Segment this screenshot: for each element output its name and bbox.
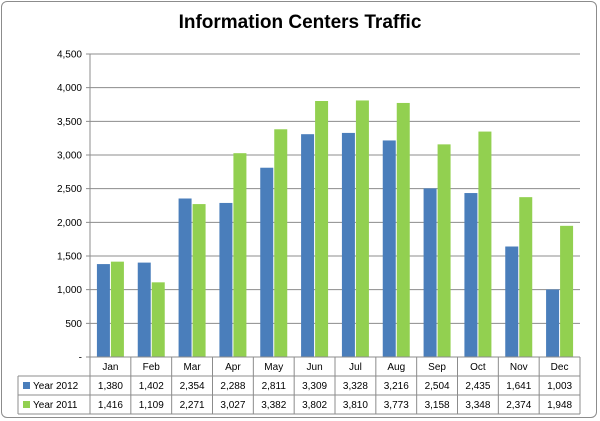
x-tick-label: May xyxy=(264,362,283,373)
y-tick-label: 3,000 xyxy=(57,151,82,162)
legend-label: Year 2012 xyxy=(33,381,79,392)
bar-series-1 xyxy=(96,264,110,357)
x-tick-label: Nov xyxy=(510,362,528,373)
bar-series-2 xyxy=(437,144,451,357)
data-label: 1,380 xyxy=(98,381,123,392)
bar-series-2 xyxy=(274,129,288,357)
x-tick-label: Feb xyxy=(143,362,161,373)
data-label: 3,810 xyxy=(343,400,368,411)
data-label: 2,435 xyxy=(465,381,490,392)
y-tick-label: 4,000 xyxy=(57,83,82,94)
data-label: 2,271 xyxy=(180,400,205,411)
bar-series-1 xyxy=(341,132,355,357)
bar-series-2 xyxy=(560,225,574,357)
data-label: 1,402 xyxy=(139,381,164,392)
chart-title: Information Centers Traffic xyxy=(178,12,422,33)
bar-series-1 xyxy=(423,188,437,357)
x-tick-label: Aug xyxy=(387,362,405,373)
data-label: 2,354 xyxy=(180,381,205,392)
data-label: 1,003 xyxy=(547,381,572,392)
bar-series-2 xyxy=(396,102,410,358)
bar-series-1 xyxy=(260,167,274,357)
y-tick-label: 2,500 xyxy=(57,184,82,195)
x-tick-label: Jul xyxy=(349,362,362,373)
bar-series-2 xyxy=(519,197,533,357)
bar-series-2 xyxy=(233,153,247,357)
bar-series-2 xyxy=(478,131,492,357)
data-label: 3,802 xyxy=(302,400,327,411)
bar-series-2 xyxy=(151,282,165,357)
data-label: 1,948 xyxy=(547,400,572,411)
y-tick-label: 4,500 xyxy=(57,50,82,61)
data-label: 1,109 xyxy=(139,400,164,411)
bar-series-1 xyxy=(505,246,519,357)
data-label: 2,811 xyxy=(262,381,287,392)
y-tick-label: 2,000 xyxy=(57,218,82,229)
y-tick-label: 1,500 xyxy=(57,252,82,263)
x-tick-label: Dec xyxy=(551,362,569,373)
data-label: 3,328 xyxy=(343,381,368,392)
y-tick-label: 500 xyxy=(65,319,82,330)
x-tick-label: Jun xyxy=(307,362,323,373)
legend-label: Year 2011 xyxy=(33,400,78,411)
data-label: 3,027 xyxy=(220,400,245,411)
data-label: 2,504 xyxy=(425,381,450,392)
bar-series-1 xyxy=(219,202,233,357)
bar-series-2 xyxy=(192,204,206,357)
bar-series-1 xyxy=(382,140,396,357)
data-label: 3,773 xyxy=(384,400,409,411)
bar-series-1 xyxy=(178,198,192,357)
y-tick-label: 3,500 xyxy=(57,117,82,128)
bar-series-2 xyxy=(315,100,329,358)
bar-series-1 xyxy=(301,134,315,357)
data-label: 1,641 xyxy=(506,381,531,392)
legend-swatch xyxy=(23,401,30,408)
data-label: 3,382 xyxy=(261,400,286,411)
x-tick-label: Apr xyxy=(225,362,241,373)
bar-series-1 xyxy=(546,289,560,357)
data-label: 3,216 xyxy=(384,381,409,392)
bar-series-1 xyxy=(137,262,151,357)
x-tick-label: Oct xyxy=(470,362,486,373)
bar-series-1 xyxy=(464,193,478,357)
data-label: 2,374 xyxy=(506,400,531,411)
legend-swatch xyxy=(23,382,30,389)
bar-series-2 xyxy=(355,100,369,358)
data-label: 3,348 xyxy=(465,400,490,411)
x-tick-label: Jan xyxy=(102,362,118,373)
data-label: 3,158 xyxy=(425,400,450,411)
x-tick-label: Mar xyxy=(183,362,201,373)
y-tick-label: - xyxy=(79,353,82,364)
x-tick-label: Sep xyxy=(428,362,446,373)
data-label: 1,416 xyxy=(98,400,123,411)
y-tick-label: 1,000 xyxy=(57,285,82,296)
bar-series-2 xyxy=(110,261,124,357)
data-label: 3,309 xyxy=(302,381,327,392)
data-label: 2,288 xyxy=(220,381,245,392)
